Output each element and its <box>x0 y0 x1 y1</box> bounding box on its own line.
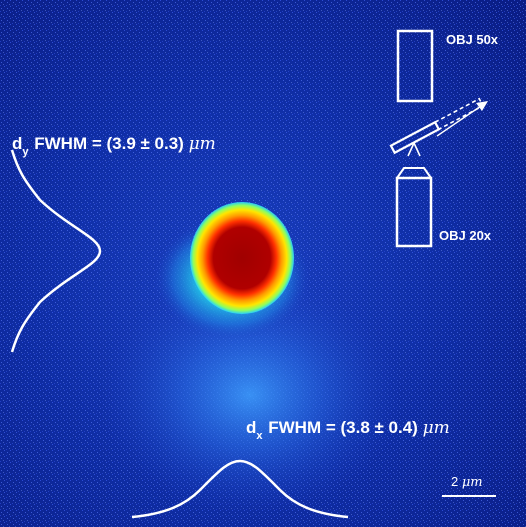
laser-spot <box>190 202 294 314</box>
sample-slide <box>389 97 485 155</box>
x-fwhm-axis-subscript: x <box>256 430 263 442</box>
motion-arrow <box>436 101 488 137</box>
beam-rays <box>407 141 421 157</box>
scale-bar-value: 2 <box>451 474 462 489</box>
y-profile-curve <box>10 149 102 353</box>
x-fwhm-axis: d <box>246 418 257 437</box>
objective-50x-shape <box>396 29 434 103</box>
x-fwhm-unit: μm <box>422 418 450 438</box>
objective-50x-label: OBJ 50x <box>446 32 499 47</box>
scale-bar-label: 2 μm <box>451 474 483 490</box>
scale-bar-unit: μm <box>461 475 483 490</box>
y-fwhm-unit: μm <box>188 134 216 154</box>
x-fwhm-text: FWHM = (3.8 ± 0.4) <box>263 418 423 437</box>
x-fwhm-label: dx FWHM = (3.8 ± 0.4) μm <box>246 418 450 442</box>
y-fwhm-label: dy FWHM = (3.9 ± 0.3) μm <box>12 134 216 158</box>
objective-20x-shape <box>395 176 433 248</box>
objective-20x-label: OBJ 20x <box>439 228 492 243</box>
x-profile-curve <box>131 459 349 519</box>
y-fwhm-axis: d <box>12 134 23 153</box>
lower-glow <box>100 275 400 515</box>
objective-20x-tip <box>396 167 432 179</box>
y-fwhm-text: FWHM = (3.9 ± 0.3) <box>29 134 189 153</box>
y-fwhm-axis-subscript: y <box>22 146 29 158</box>
